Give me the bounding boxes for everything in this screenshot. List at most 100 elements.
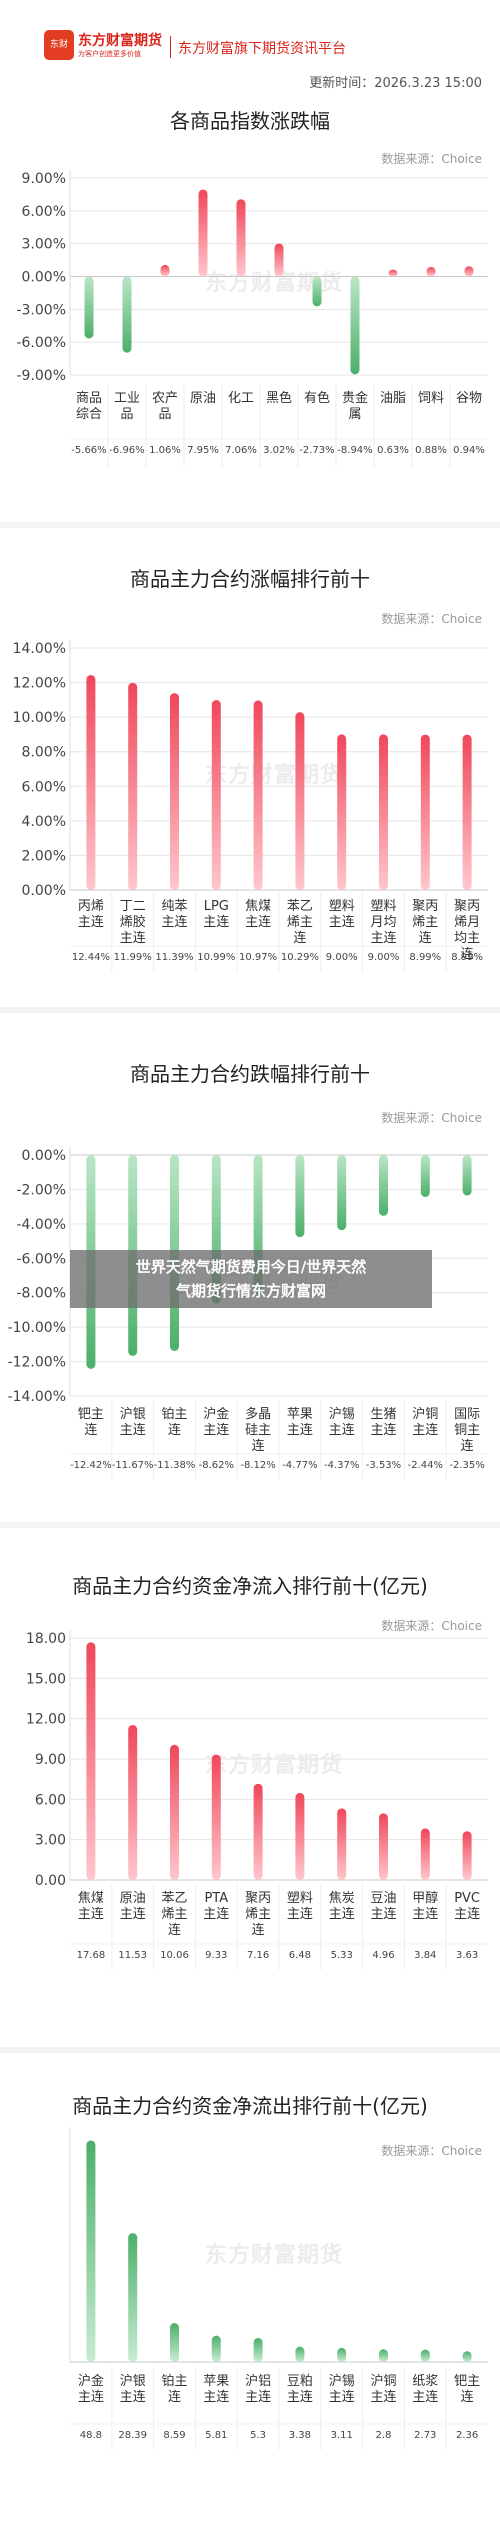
y-tick-label: 6.00 [35,1792,66,1808]
bar [462,2351,472,2362]
category-label: 硅主 [245,1423,271,1438]
value-label: 0.63% [377,445,409,456]
bar [462,734,472,890]
category-label: 连 [168,1922,181,1938]
category-label: 连 [461,2389,474,2405]
category-label: 贵金 [342,390,368,406]
category-label: 丁二 [120,899,146,914]
category-label: 连 [461,946,474,962]
bar [462,1155,472,1196]
category-label: 主连 [287,1906,313,1922]
category-label: 属 [348,407,361,422]
value-label: 10.06 [160,1950,189,1961]
y-tick-label: 10.00% [13,710,66,726]
y-tick-label: 6.00% [22,204,66,220]
bar [379,1813,388,1880]
category-label: 铜主 [454,1423,480,1438]
bar [170,2323,179,2362]
category-label: 主连 [245,914,271,930]
y-tick-label: 6.00% [22,779,66,795]
data-source-label: 数据来源：Choice [381,612,482,626]
chart-title: 商品主力合约资金净流入排行前十(亿元) [72,1574,428,1598]
bar [211,2335,221,2362]
value-label: 10.97% [239,952,277,963]
chart-title: 商品主力合约资金净流出排行前十(亿元) [72,2094,428,2118]
value-label: 3.84 [414,1950,436,1961]
value-label: -8.62% [199,1460,234,1471]
category-label: 连 [84,1422,97,1438]
bar [388,269,398,277]
value-label: -4.77% [282,1460,317,1471]
category-label: 沪锡 [329,1406,355,1422]
category-label: 主连 [203,1422,229,1438]
category-label: 烯主 [245,1907,271,1922]
category-label: 主连 [329,914,355,930]
y-tick-label: 0.00% [22,1148,66,1164]
category-label: 塑料 [329,899,355,914]
category-label: 主连 [412,1422,438,1438]
category-label: 甲醇 [412,1890,438,1906]
category-label: 沪铜 [370,2373,396,2389]
category-label: 国际 [454,1407,480,1422]
value-label: 3.02% [263,445,295,456]
category-label: 主连 [370,930,396,946]
category-label: 多晶 [245,1406,271,1422]
y-tick-label: 12.00% [13,676,66,692]
category-label: 原油 [120,1891,146,1906]
category-label: 沪锡 [329,2373,355,2389]
y-tick-label: -10.00% [8,1320,66,1336]
y-tick-label: -6.00% [16,335,66,351]
category-label: 主连 [203,914,229,930]
bar [464,266,474,277]
category-label: 主连 [329,1422,355,1438]
category-label: 主连 [78,1906,104,1922]
y-tick-label: -4.00% [16,1217,66,1233]
bar [86,2140,96,2362]
category-label: 沪铜 [412,1406,438,1422]
category-label: 烯主 [161,1907,187,1922]
watermark: 东方财富期货 [205,763,344,788]
bar [274,243,284,277]
y-tick-label: -6.00% [16,1251,66,1267]
category-label: 沪银 [120,2373,146,2389]
category-label: 主连 [454,1906,480,1922]
y-tick-label: 14.00% [13,641,66,657]
value-label: 12.44% [72,952,110,963]
y-tick-label: 8.00% [22,745,66,761]
bar [128,1724,138,1880]
category-label: 豆粕 [287,2374,313,2389]
category-label: 连 [461,1438,474,1454]
y-tick-label: 18.00 [26,1631,66,1647]
category-label: 品 [120,407,133,422]
value-label: -3.53% [366,1460,401,1471]
value-label: 7.06% [225,445,257,456]
category-label: 主连 [245,2389,271,2405]
brand-logo[interactable]: 东财 东方财富期货 为客户创造更多价值 [44,30,172,64]
panel-divider [0,522,500,528]
category-label: 主连 [287,1422,313,1438]
category-label: 综合 [76,407,102,422]
category-label: 商品 [76,391,102,406]
category-label: 连 [168,2389,181,2405]
value-label: 11.99% [114,952,152,963]
category-label: 沪金 [78,2373,104,2389]
bar [236,199,246,277]
bar [198,189,208,277]
bar [170,1744,179,1880]
value-label: -4.37% [324,1460,359,1471]
y-tick-label: 0.00% [22,270,66,286]
value-label: -11.67% [112,1460,154,1471]
category-label: 农产 [152,391,178,406]
category-label: 烯胶 [120,914,146,930]
category-label: 钯主 [78,1407,104,1422]
value-label: 11.39% [155,952,193,963]
value-label: 0.94% [453,445,485,456]
value-label: 3.63 [456,1950,478,1961]
bar [420,1828,430,1880]
category-label: 豆油 [370,1891,396,1906]
value-label: 6.48 [289,1950,311,1961]
